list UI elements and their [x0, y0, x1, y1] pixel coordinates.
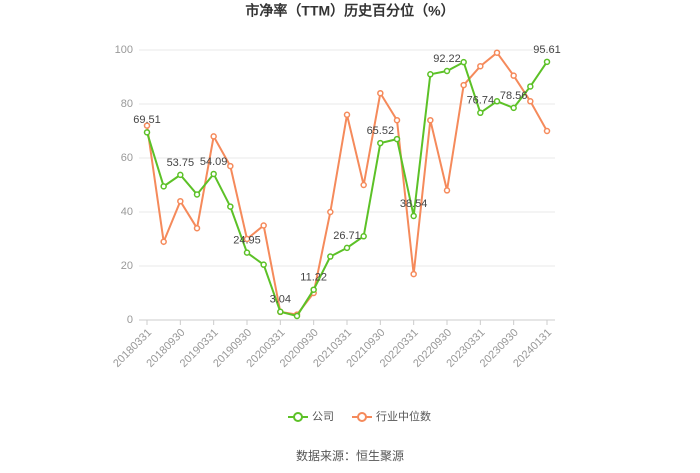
data-label: 38.54 — [400, 198, 428, 210]
data-label: 54.09 — [200, 156, 228, 168]
data-label: 95.61 — [533, 44, 561, 56]
point — [510, 72, 517, 79]
point — [327, 208, 334, 216]
data-label: 11.22 — [300, 272, 327, 284]
point — [210, 170, 217, 178]
point — [360, 233, 367, 240]
point — [343, 111, 351, 119]
chart-title: 市净率（TTM）历史百分位（%） — [245, 3, 454, 19]
point — [527, 98, 534, 105]
point — [210, 133, 217, 140]
point — [410, 212, 417, 220]
data-label: 69.51 — [133, 114, 161, 126]
data-label: 78.56 — [500, 90, 528, 102]
point — [493, 98, 501, 105]
point — [427, 71, 434, 78]
data-label: 3.04 — [270, 294, 291, 306]
point — [443, 187, 451, 194]
point — [193, 191, 201, 198]
point — [460, 81, 467, 89]
y-tick-label: 20 — [121, 260, 133, 272]
y-tick-label: 80 — [121, 98, 133, 110]
point — [477, 109, 484, 117]
legend-marker — [293, 412, 303, 422]
point — [310, 286, 317, 293]
source: 数据来源：恒生聚源 — [296, 448, 404, 463]
point — [377, 89, 384, 97]
point — [227, 203, 234, 210]
point — [160, 183, 167, 190]
point — [510, 104, 517, 112]
point — [143, 129, 151, 136]
point — [243, 235, 251, 243]
data-label: 76.74 — [467, 95, 495, 107]
point — [477, 62, 484, 70]
data-label: 65.52 — [367, 125, 395, 137]
point — [277, 308, 284, 316]
point — [460, 58, 467, 66]
point — [227, 162, 234, 170]
point — [543, 127, 551, 135]
point — [327, 253, 334, 260]
point — [377, 139, 384, 147]
point — [427, 116, 434, 124]
point — [493, 49, 501, 56]
y-tick-label: 0 — [127, 314, 133, 326]
y-tick-label: 60 — [121, 152, 133, 164]
data-label: 92.22 — [433, 53, 461, 65]
point — [410, 270, 417, 278]
point — [177, 171, 184, 179]
point — [293, 312, 301, 320]
legend-label: 行业中位数 — [376, 409, 431, 423]
legend-label: 公司 — [312, 411, 334, 423]
point — [527, 83, 534, 90]
point — [260, 261, 267, 268]
data-label: 24.95 — [233, 235, 261, 247]
point — [543, 58, 551, 66]
point — [343, 244, 351, 252]
point — [260, 222, 267, 229]
point — [193, 224, 201, 232]
point — [393, 116, 401, 124]
y-tick-label: 40 — [121, 206, 133, 218]
point — [143, 122, 151, 129]
legend-marker — [357, 412, 367, 422]
data-label: 26.71 — [333, 230, 361, 242]
point — [177, 197, 184, 205]
point — [160, 238, 167, 245]
y-tick-label: 100 — [115, 44, 133, 56]
point — [243, 249, 251, 256]
point — [360, 181, 367, 189]
point — [443, 67, 451, 75]
data-label: 53.75 — [167, 157, 195, 169]
point — [393, 135, 401, 143]
